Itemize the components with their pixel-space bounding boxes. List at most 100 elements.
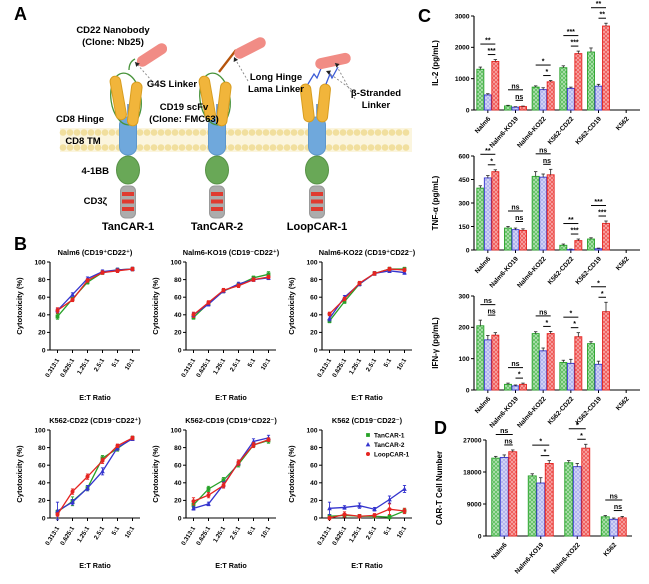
- construct-name-tancar1: TanCAR-1: [102, 221, 154, 233]
- bar-loopcar-1: [508, 451, 518, 537]
- x-tick-label: Nalm6: [490, 541, 509, 561]
- bar-tancar-1: [564, 462, 574, 537]
- g4s-linker-line: [128, 58, 136, 71]
- itam-stripe: [311, 199, 323, 204]
- panel-label-b: B: [14, 234, 27, 254]
- panel-label-c: C: [418, 6, 431, 26]
- x-tick-label: 10:1: [124, 357, 137, 372]
- car-base: [305, 104, 329, 219]
- marker-circle: [221, 483, 226, 488]
- sig-label: ns: [504, 438, 512, 445]
- marker-triangle: [85, 485, 90, 490]
- y-tick-label: 20: [310, 498, 318, 505]
- x-tick-label: 1.25:1: [348, 357, 364, 376]
- sig-label: ns: [511, 205, 519, 212]
- bar-tancar-2: [511, 385, 520, 391]
- 4-1bb-shape: [205, 155, 229, 185]
- chart-slot-nalm6-ko22: Nalm6-KO22 (CD19⁺CD22⁻) Cytotoxicity (%) 0…: [286, 246, 422, 419]
- x-tick-label: 0.625:1: [59, 525, 76, 547]
- x-tick-label: 10:1: [124, 525, 137, 540]
- marker-circle: [85, 278, 90, 283]
- cd8-tm-shape: [308, 116, 326, 156]
- cart-cell-number-chart: CAR-T Cell Number 0 9000 18000 27000 Nalm6 Nal…: [435, 422, 632, 575]
- chart-title: K562-CD22 (CD19⁻CD22⁺): [49, 416, 141, 425]
- chart-slot-nalm6: Nalm6 (CD19⁺CD22⁺) Cytotoxicity (%) 0 20 40 6…: [14, 246, 150, 419]
- chart-slot-k562-cd19: K562-CD19 (CD19⁺CD22⁻) Cytotoxicity (%) 0 2…: [150, 414, 286, 584]
- x-tick-label: 1.25:1: [348, 525, 364, 544]
- y-tick-label: 100: [34, 259, 45, 266]
- marker-circle: [191, 312, 196, 317]
- sig-label: ns: [610, 494, 618, 501]
- arrowhead: [135, 62, 140, 67]
- itam-stripe: [122, 199, 134, 204]
- y-axis-label: IFN-γ (pg/mL): [431, 317, 440, 369]
- panel-a-schematic: CD22 Nanobody (Clone: Nb25) CD19 scFv (C…: [14, 4, 418, 241]
- y-tick-label: 0: [178, 515, 182, 522]
- bar-tancar-1: [531, 333, 540, 391]
- x-tick-label: K562-CD19: [574, 115, 603, 146]
- marker-triangle: [191, 505, 196, 511]
- sig-label: ***: [570, 40, 578, 47]
- bar-tancar-1: [531, 86, 540, 111]
- y-tick-label: 20: [38, 330, 46, 337]
- cd3zeta-label: CD3ζ: [84, 196, 108, 207]
- marker-triangle: [402, 270, 407, 275]
- y-tick-label: 60: [310, 295, 318, 302]
- x-tick-label: K562: [615, 395, 631, 412]
- bar-tancar-1: [476, 325, 485, 391]
- bar-loopcar-1: [574, 53, 583, 111]
- scfv-domain: [299, 83, 315, 123]
- series-line-loopcar-1: [193, 439, 269, 502]
- marker-circle: [206, 300, 211, 305]
- marker-circle: [266, 437, 271, 442]
- marker-square: [387, 515, 392, 520]
- y-axis-label: Cytotoxicity (%): [15, 445, 24, 503]
- marker-triangle: [342, 504, 347, 510]
- chart-title: K562 (CD19⁻CD22⁻): [332, 416, 403, 425]
- cytotoxicity-k562-cd19-chart: K562-CD19 (CD19⁺CD22⁻) Cytotoxicity (%) 0 2…: [151, 416, 277, 570]
- bar-loopcar-1: [581, 447, 591, 537]
- bar-tancar-2: [483, 94, 492, 111]
- cytotoxicity-nalm6-chart: Nalm6 (CD19⁺CD22⁺) Cytotoxicity (%) 0 20 40 6…: [15, 248, 140, 402]
- y-tick-label: 100: [306, 427, 317, 434]
- bar-tancar-2: [594, 248, 603, 251]
- sig-label: **: [600, 12, 606, 19]
- marker-circle: [387, 507, 392, 512]
- cd22-nanobody-clone-label: (Clone: Nb25): [82, 37, 144, 48]
- chart-title: K562-CD19 (CD19⁺CD22⁻): [185, 416, 277, 425]
- chart-slot-k562: K562 (CD19⁻CD22⁻) Cytotoxicity (%) 0 20 40 60…: [286, 414, 422, 584]
- axes: [321, 262, 412, 351]
- marker-triangle: [327, 315, 332, 321]
- x-tick-label: 2.5:1: [365, 357, 379, 373]
- bar-loopcar-1: [546, 174, 555, 251]
- bar-loopcar-1: [617, 517, 627, 537]
- construct-name-loopcar1: LoopCAR-1: [287, 221, 348, 233]
- y-tick-label: 20: [174, 330, 182, 337]
- car-constructs-diagram: CD22 Nanobody (Clone: Nb25) CD19 scFv (C…: [56, 25, 412, 233]
- x-tick-label: 2.5:1: [229, 525, 243, 541]
- bar-loopcar-1: [574, 336, 583, 391]
- bar-tancar-2: [536, 482, 546, 537]
- pointer-line: [233, 56, 249, 82]
- bar-loopcar-1: [546, 333, 555, 391]
- x-tick-label: 5:1: [383, 357, 394, 369]
- marker-circle: [372, 271, 377, 276]
- y-tick-label: 300: [458, 200, 469, 207]
- legend-label-tancar-2: TanCAR-2: [374, 442, 405, 449]
- y-axis-label: IL-2 (pg/mL): [431, 40, 440, 86]
- marker-square: [366, 433, 370, 437]
- ifn-gamma-chart: IFN-γ (pg/mL)0100200300Nalm6Nalm6-KO19Na…: [431, 280, 640, 429]
- sig-label: ns: [484, 298, 492, 305]
- marker-circle: [191, 499, 196, 504]
- marker-circle: [236, 460, 241, 465]
- chart-slot-cart-number: CAR-T Cell Number 0 9000 18000 27000 Nalm6 Nal…: [426, 422, 646, 584]
- chart-title: Nalm6 (CD19⁺CD22⁺): [58, 248, 133, 257]
- scfv-domain: [198, 75, 216, 121]
- x-tick-label: K562-CD22: [547, 395, 576, 426]
- itam-stripe: [211, 207, 223, 211]
- bar-tancar-1: [559, 361, 568, 391]
- arrowhead: [335, 63, 340, 68]
- sig-label: ***: [567, 29, 575, 36]
- tancar1-antigen-binding: [109, 43, 168, 127]
